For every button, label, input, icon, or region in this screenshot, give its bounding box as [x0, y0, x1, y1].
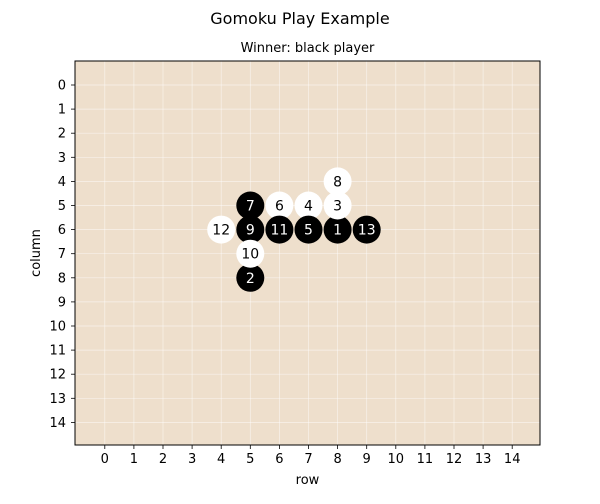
stone-black: 2 — [236, 263, 265, 292]
x-tick-label: 13 — [475, 452, 492, 467]
y-tick-label: 11 — [49, 344, 66, 359]
move-number: 5 — [304, 223, 313, 239]
figure-title: Gomoku Play Example — [210, 9, 389, 28]
stone-disc — [323, 215, 352, 244]
x-tick-label: 5 — [246, 452, 254, 467]
y-tick-label: 8 — [58, 271, 66, 286]
y-tick-label: 5 — [58, 199, 66, 214]
stone-white: 10 — [236, 239, 265, 268]
y-tick-label: 10 — [49, 320, 66, 335]
stone-disc — [265, 191, 294, 220]
stone-disc — [236, 215, 265, 244]
move-number: 8 — [333, 174, 342, 190]
move-number: 2 — [246, 271, 255, 287]
stone-black: 9 — [236, 215, 265, 244]
x-tick-label: 9 — [363, 452, 371, 467]
stone-white: 4 — [294, 191, 323, 220]
stone-white: 6 — [265, 191, 294, 220]
y-tick-label: 6 — [58, 223, 66, 238]
game-board — [75, 61, 540, 445]
stone-black: 13 — [352, 215, 381, 244]
x-tick-label: 7 — [304, 452, 312, 467]
stone-disc — [323, 167, 352, 196]
x-tick-label: 1 — [130, 452, 138, 467]
stone-disc — [352, 215, 381, 244]
stone-disc — [265, 215, 294, 244]
y-tick-label: 14 — [49, 416, 66, 431]
stone-disc — [236, 263, 265, 292]
stone-black: 7 — [236, 191, 265, 220]
y-tick-label: 0 — [58, 79, 66, 94]
y-tick-label: 3 — [58, 151, 66, 166]
move-number: 12 — [212, 223, 230, 239]
y-tick-label: 1 — [58, 103, 66, 118]
y-tick-label: 4 — [58, 175, 66, 190]
stone-white: 12 — [207, 215, 236, 244]
stone-disc — [323, 191, 352, 220]
y-tick-label: 2 — [58, 127, 66, 142]
move-number: 11 — [270, 223, 288, 239]
move-number: 13 — [358, 223, 376, 239]
y-axis-label: column — [29, 229, 44, 277]
x-tick-label: 4 — [217, 452, 225, 467]
stone-disc — [294, 191, 323, 220]
y-tick-label: 7 — [58, 247, 66, 262]
stone-disc — [207, 215, 236, 244]
y-tick-label: 9 — [58, 295, 66, 310]
stone-disc — [236, 239, 265, 268]
x-tick-label: 10 — [388, 452, 405, 467]
move-number: 10 — [241, 247, 259, 263]
x-tick-label: 0 — [101, 452, 109, 467]
x-axis-label: row — [296, 473, 320, 488]
move-number: 4 — [304, 199, 313, 215]
stone-black: 11 — [265, 215, 294, 244]
x-tick-label: 6 — [275, 452, 283, 467]
x-tick-label: 12 — [446, 452, 463, 467]
stone-black: 1 — [323, 215, 352, 244]
move-number: 1 — [333, 223, 342, 239]
stone-black: 5 — [294, 215, 323, 244]
x-tick-label: 8 — [333, 452, 341, 467]
y-tick-label: 13 — [49, 392, 66, 407]
move-number: 9 — [246, 223, 255, 239]
stone-disc — [294, 215, 323, 244]
move-number: 7 — [246, 199, 255, 215]
board-frame — [74, 60, 541, 446]
x-tick-label: 2 — [159, 452, 167, 467]
board-subtitle: Winner: black player — [241, 41, 375, 56]
y-tick-label: 12 — [49, 368, 66, 383]
move-number: 3 — [333, 199, 342, 215]
x-tick-label: 3 — [188, 452, 196, 467]
x-tick-label: 14 — [504, 452, 521, 467]
stone-white: 3 — [323, 191, 352, 220]
stone-white: 8 — [323, 167, 352, 196]
x-tick-label: 11 — [417, 452, 434, 467]
stone-disc — [236, 191, 265, 220]
move-number: 6 — [275, 199, 284, 215]
x-axis-ticks: 0 1 2 3 4 5 6 7 8 9 10 11 12 13 14 — [101, 445, 521, 467]
